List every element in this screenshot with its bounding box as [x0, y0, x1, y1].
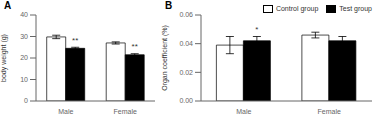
svg-text:30: 30 — [20, 33, 28, 40]
svg-text:Female: Female — [114, 108, 137, 115]
svg-text:20: 20 — [20, 54, 28, 61]
svg-text:10: 10 — [20, 76, 28, 83]
html-text:A: A — [4, 0, 12, 11]
html-text:Test group: Test group — [339, 5, 372, 12]
svg-text:Female: Female — [318, 108, 341, 115]
svg-text:0.06: 0.06 — [179, 11, 193, 18]
svg-text:*: * — [255, 25, 258, 34]
svg-text:body weight (g): body weight (g) — [8, 34, 9, 82]
svg-text:**: ** — [132, 42, 138, 51]
html-text:B: B — [165, 0, 173, 11]
svg-text:0.04: 0.04 — [179, 40, 193, 47]
svg-text:Male: Male — [58, 108, 73, 115]
svg-text:**: ** — [72, 36, 78, 45]
svg-text:40: 40 — [20, 11, 28, 18]
svg-text:0.00: 0.00 — [179, 97, 193, 104]
svg-text:Organ coefficient (%): Organ coefficient (%) — [161, 25, 169, 91]
html-text:Control group: Control group — [275, 5, 319, 12]
svg-text:0.02: 0.02 — [179, 69, 193, 76]
svg-text:Male: Male — [236, 108, 251, 115]
svg-text:0: 0 — [24, 97, 28, 104]
